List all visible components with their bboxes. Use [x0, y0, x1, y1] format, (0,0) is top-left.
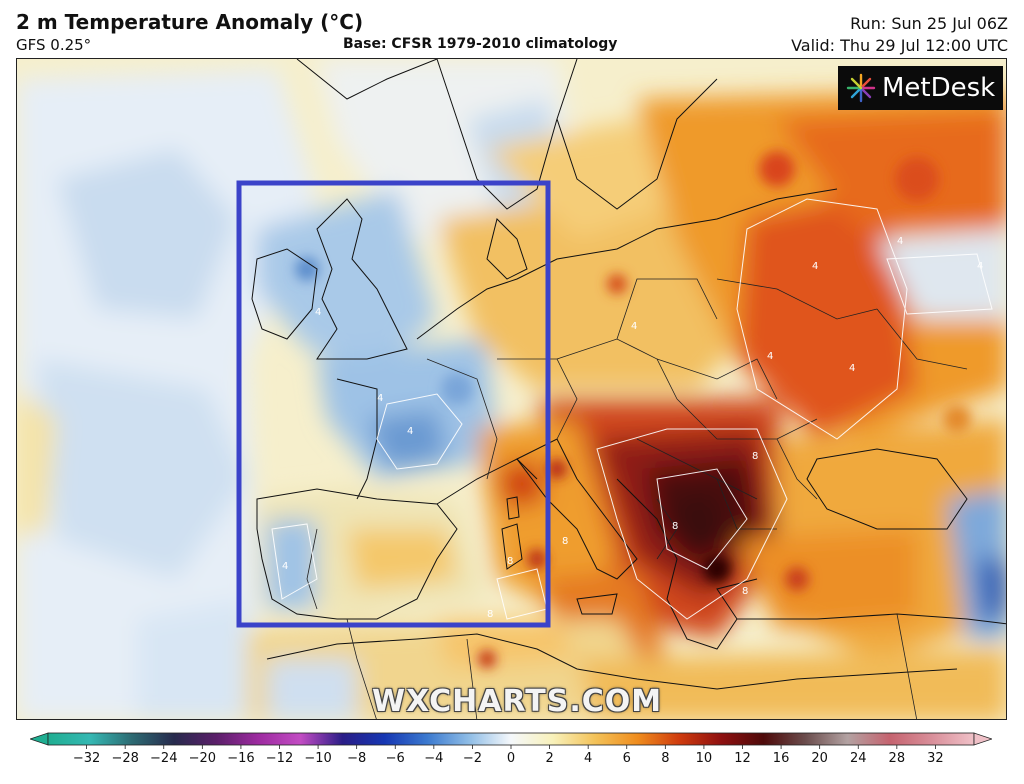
colorbar-tick-label: 24: [849, 751, 867, 766]
contour-labels: 4 4 4 4 4 4 8 8 8 8 8 8 4 4 4 4: [282, 236, 983, 620]
colorbar-tick-label: 6: [622, 751, 631, 766]
anomaly-field-detail: [295, 151, 971, 668]
contour-label: 4: [767, 351, 773, 362]
colorbar-tick-label: −6: [385, 751, 405, 766]
colorbar-min-arrow: [30, 732, 49, 746]
colorbar-ramp: [47, 732, 975, 746]
contour-label: 4: [377, 393, 383, 404]
colorbar-tick-label: −28: [111, 751, 139, 766]
colorbar-tick-label: 10: [695, 751, 713, 766]
starburst-icon: [846, 73, 876, 103]
contour-label: 4: [977, 261, 983, 272]
contour-label: 4: [812, 261, 818, 272]
colorbar-max-arrow: [973, 732, 992, 746]
colorbar-tick-label: 32: [927, 751, 944, 766]
colorbar-tick-label: −24: [150, 751, 178, 766]
colorbar-tick-label: −4: [424, 751, 444, 766]
contour-label: 8: [672, 521, 678, 532]
metdesk-logo: MetDesk: [838, 66, 1003, 110]
colorbar-ticks: −32 −28 −24 −20 −16 −12 −10 −8 −6 −4 −2 0 2 4 6 8 10 12 16…: [30, 751, 992, 775]
chart-title: 2 m Temperature Anomaly (°C): [16, 10, 364, 34]
model-label: GFS 0.25°: [16, 36, 92, 54]
run-time-label: Run: Sun 25 Jul 06Z: [850, 14, 1008, 33]
temperature-anomaly-map[interactable]: 4 4 4 4 4 4 8 8 8 8 8 8 4 4 4 4: [16, 58, 1007, 720]
contour-label: 8: [752, 451, 758, 462]
valid-time-label: Valid: Thu 29 Jul 12:00 UTC: [791, 36, 1008, 55]
colorbar-tick-label: 4: [584, 751, 593, 766]
chart-header: 2 m Temperature Anomaly (°C) GFS 0.25° B…: [0, 0, 1024, 58]
colorbar-tick-label: 0: [506, 751, 516, 766]
contour-label: 8: [487, 609, 493, 620]
colorbar-tick-label: 2: [545, 751, 554, 766]
colorbar-tick-label: −32: [72, 751, 101, 766]
colorbar-tick-label: −10: [304, 751, 332, 766]
colorbar-tick-label: −20: [188, 751, 217, 766]
colorbar: [30, 732, 992, 749]
contour-label: 4: [315, 307, 321, 318]
anomaly-contours: [271, 198, 993, 620]
map-canvas: 4 4 4 4 4 4 8 8 8 8 8 8 4 4 4 4: [17, 59, 1006, 719]
coastlines: [251, 59, 1006, 690]
colorbar-tick-label: 8: [661, 751, 670, 766]
highlight-box: [236, 180, 551, 628]
watermark: WXCHARTS.COM: [372, 684, 663, 719]
country-borders: [306, 278, 968, 719]
contour-label: 8: [742, 586, 748, 597]
colorbar-tick-label: 20: [811, 751, 828, 766]
colorbar-tick-label: 16: [772, 751, 790, 766]
contour-label: 4: [631, 321, 637, 332]
colorbar-tick-label: −2: [462, 751, 482, 766]
colorbar-tick-label: −12: [265, 751, 294, 766]
contour-label: 8: [507, 556, 513, 567]
contour-label: 4: [282, 561, 288, 572]
contour-label: 4: [897, 236, 903, 247]
colorbar-tick-label: 28: [888, 751, 906, 766]
logo-text: MetDesk: [882, 73, 996, 103]
contour-label: 4: [407, 426, 413, 437]
colorbar-tick-label: −8: [347, 751, 367, 766]
climatology-base-label: Base: CFSR 1979-2010 climatology: [343, 36, 618, 52]
contour-label: 8: [562, 536, 568, 547]
contour-label: 4: [849, 363, 855, 374]
colorbar-tick-label: 12: [734, 751, 751, 766]
colorbar-tick-label: −16: [227, 751, 255, 766]
